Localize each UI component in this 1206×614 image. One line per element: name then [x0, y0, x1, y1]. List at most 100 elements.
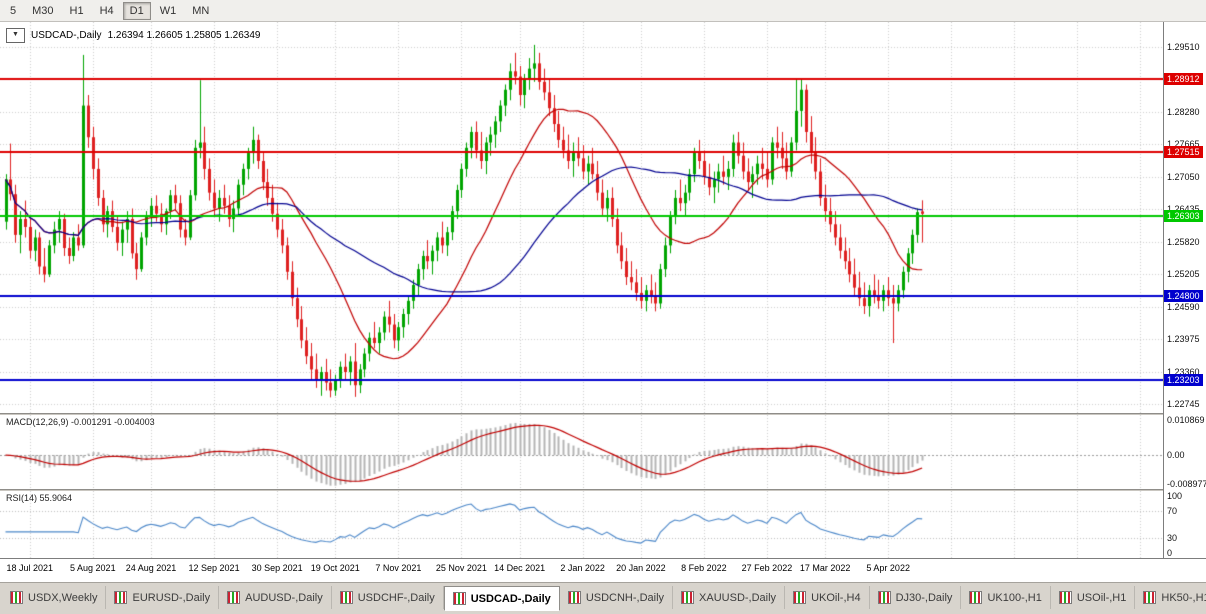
chart-icon	[452, 592, 466, 605]
price-tick-label: 1.26435	[1167, 204, 1200, 214]
rsi-value: 55.9064	[39, 493, 73, 503]
chart-tab-label: USDCNH-,Daily	[585, 591, 665, 604]
price-tick-label: 1.23975	[1167, 334, 1200, 345]
macd-axis-label: -0.008977	[1167, 479, 1206, 489]
chart-tab-label: USDCAD-,Daily	[470, 592, 551, 605]
timeframe-button-w1[interactable]: W1	[159, 4, 177, 17]
macd-panel-canvas[interactable]	[0, 415, 1163, 489]
price-line-badge: 1.24800	[1164, 289, 1203, 302]
date-tick-label: 2 Jan 2022	[560, 563, 605, 573]
chart-tab-audusd-daily[interactable]: AUDUSD-,Daily	[219, 586, 332, 609]
price-axis[interactable]: 1.29510 1.28280 1.27665 1.27050 1.26435 1.258…	[1163, 22, 1206, 558]
chart-tab-label: UK100-,H1	[987, 591, 1042, 604]
date-tick-label: 25 Nov 2021	[435, 563, 487, 573]
panel-splitter[interactable]	[0, 489, 1206, 491]
price-tick-label: 1.23360	[1167, 366, 1200, 377]
timeframe-button-h1[interactable]: H1	[69, 4, 84, 17]
price-tick-label: 1.27050	[1167, 171, 1200, 182]
timeframe-button-h4[interactable]: H4	[99, 4, 114, 17]
date-tick-label: 18 Jul 2021	[6, 563, 54, 573]
chart-tab-label: USOil-,H1	[1076, 591, 1127, 604]
date-tick-label: 20 Jan 2022	[616, 563, 666, 573]
chart-tab-label: HK50-,H1	[1161, 591, 1206, 604]
chart-tab-label: DJ30-,Daily	[895, 591, 953, 604]
price-line-badge: 1.23203	[1164, 373, 1203, 386]
chart-header: ▼ USDCAD-,Daily 1.26394 1.26605 1.25805 …	[6, 28, 261, 43]
timeframe-button-m30[interactable]: M30	[32, 4, 54, 17]
chart-tab-usoil-h1[interactable]: USOil-,H1	[1051, 586, 1136, 609]
macd-axis-label: 0.00	[1167, 450, 1185, 461]
chart-icon	[567, 591, 581, 604]
date-tick-label: 14 Dec 2021	[494, 563, 546, 573]
date-tick-label: 17 Mar 2022	[799, 563, 851, 573]
date-tick-label: 5 Apr 2022	[866, 563, 910, 573]
chart-tab-uk100-h1[interactable]: UK100-,H1	[961, 586, 1051, 609]
chart-tab-bar: USDX,Weekly EURUSD-,Daily AUDUSD-,Daily USD…	[0, 582, 1206, 614]
chart-icon	[339, 591, 353, 604]
price-tick-label: 1.22745	[1167, 398, 1200, 409]
chart-tab-label: USDX,Weekly	[28, 591, 98, 604]
chart-ohlc-values: 1.26394 1.26605 1.25805 1.26349	[107, 30, 261, 41]
chart-icon	[227, 591, 241, 604]
chart-tab-label: USDCHF-,Daily	[357, 591, 435, 604]
chart-tab-eurusd-daily[interactable]: EURUSD-,Daily	[106, 586, 220, 609]
price-tick-label: 1.27665	[1167, 139, 1200, 150]
rsi-axis-label: 30	[1167, 532, 1178, 543]
macd-indicator-label: MACD(12,26,9) -0.001291 -0.004003	[6, 417, 155, 427]
timeframe-button-mn[interactable]: MN	[192, 4, 210, 17]
chart-icon	[877, 591, 891, 604]
chart-tab-xauusd-daily[interactable]: XAUUSD-,Daily	[673, 586, 786, 609]
chart-icon	[114, 591, 128, 604]
rsi-indicator-label: RSI(14) 55.9064	[6, 493, 72, 503]
rsi-axis-label: 0	[1167, 548, 1173, 558]
chart-icon	[681, 591, 695, 604]
timeframe-button-5[interactable]: 5	[10, 4, 17, 17]
price-line-badge: 1.27515	[1164, 146, 1203, 159]
timeframe-button-d1[interactable]: D1	[122, 1, 151, 20]
price-line-badge: 1.28912	[1164, 72, 1203, 85]
chart-icon	[969, 591, 983, 604]
panel-splitter[interactable]	[0, 413, 1206, 415]
rsi-axis-label: 100	[1167, 491, 1183, 501]
price-line-badge: 1.26303	[1164, 210, 1203, 223]
chart-icon	[1143, 591, 1157, 604]
chart-tab-label: UKOil-,H4	[811, 591, 861, 604]
price-tick-label: 1.25205	[1167, 269, 1200, 280]
symbol-dropdown-icon[interactable]: ▼	[6, 28, 25, 43]
price-tick-label: 1.29510	[1167, 42, 1200, 52]
chart-icon	[793, 591, 807, 604]
rsi-axis-label: 70	[1167, 506, 1178, 517]
timeframe-toolbar: 5 M30 H1 H4 D1 W1 MN	[0, 0, 1206, 22]
price-tick-label: 1.28280	[1167, 106, 1200, 117]
date-axis[interactable]: 18 Jul 2021 5 Aug 2021 24 Aug 2021 12 Sep 2…	[0, 558, 1206, 582]
date-tick-label: 5 Aug 2021	[70, 563, 116, 573]
date-tick-label: 12 Sep 2021	[188, 563, 240, 573]
date-tick-label: 8 Feb 2022	[681, 563, 727, 573]
rsi-name: RSI(14)	[6, 493, 38, 503]
macd-axis-label: 0.010869	[1167, 415, 1205, 426]
chart-tab-usdchf-daily[interactable]: USDCHF-,Daily	[332, 586, 444, 609]
chart-tab-ukoil-h4[interactable]: UKOil-,H4	[785, 586, 870, 609]
rsi-panel-canvas[interactable]	[0, 491, 1163, 558]
chart-tab-usdx-weekly[interactable]: USDX,Weekly	[2, 586, 107, 609]
date-tick-label: 24 Aug 2021	[125, 563, 177, 573]
price-tick-label: 1.25820	[1167, 236, 1200, 247]
date-tick-label: 7 Nov 2021	[375, 563, 422, 573]
macd-name: MACD(12,26,9)	[6, 417, 69, 427]
price-tick-label: 1.24590	[1167, 301, 1200, 312]
chart-tab-usdcad-daily[interactable]: USDCAD-,Daily	[443, 586, 560, 611]
chart-tab-hk50-h1[interactable]: HK50-,H1	[1135, 586, 1206, 609]
macd-values: -0.001291 -0.004003	[71, 417, 155, 427]
chart-symbol-title: USDCAD-,Daily	[31, 30, 102, 41]
chart-tab-dj30-daily[interactable]: DJ30-,Daily	[870, 586, 962, 609]
date-tick-label: 19 Oct 2021	[310, 563, 360, 573]
date-tick-label: 27 Feb 2022	[741, 563, 793, 573]
chart-icon	[10, 591, 23, 604]
main-chart-canvas[interactable]	[0, 22, 1163, 413]
chart-tab-usdcnh-daily[interactable]: USDCNH-,Daily	[560, 586, 674, 609]
date-tick-label: 30 Sep 2021	[251, 563, 303, 573]
chart-tab-label: XAUUSD-,Daily	[699, 591, 777, 604]
chart-tab-label: EURUSD-,Daily	[132, 591, 211, 604]
chart-icon	[1058, 591, 1072, 604]
